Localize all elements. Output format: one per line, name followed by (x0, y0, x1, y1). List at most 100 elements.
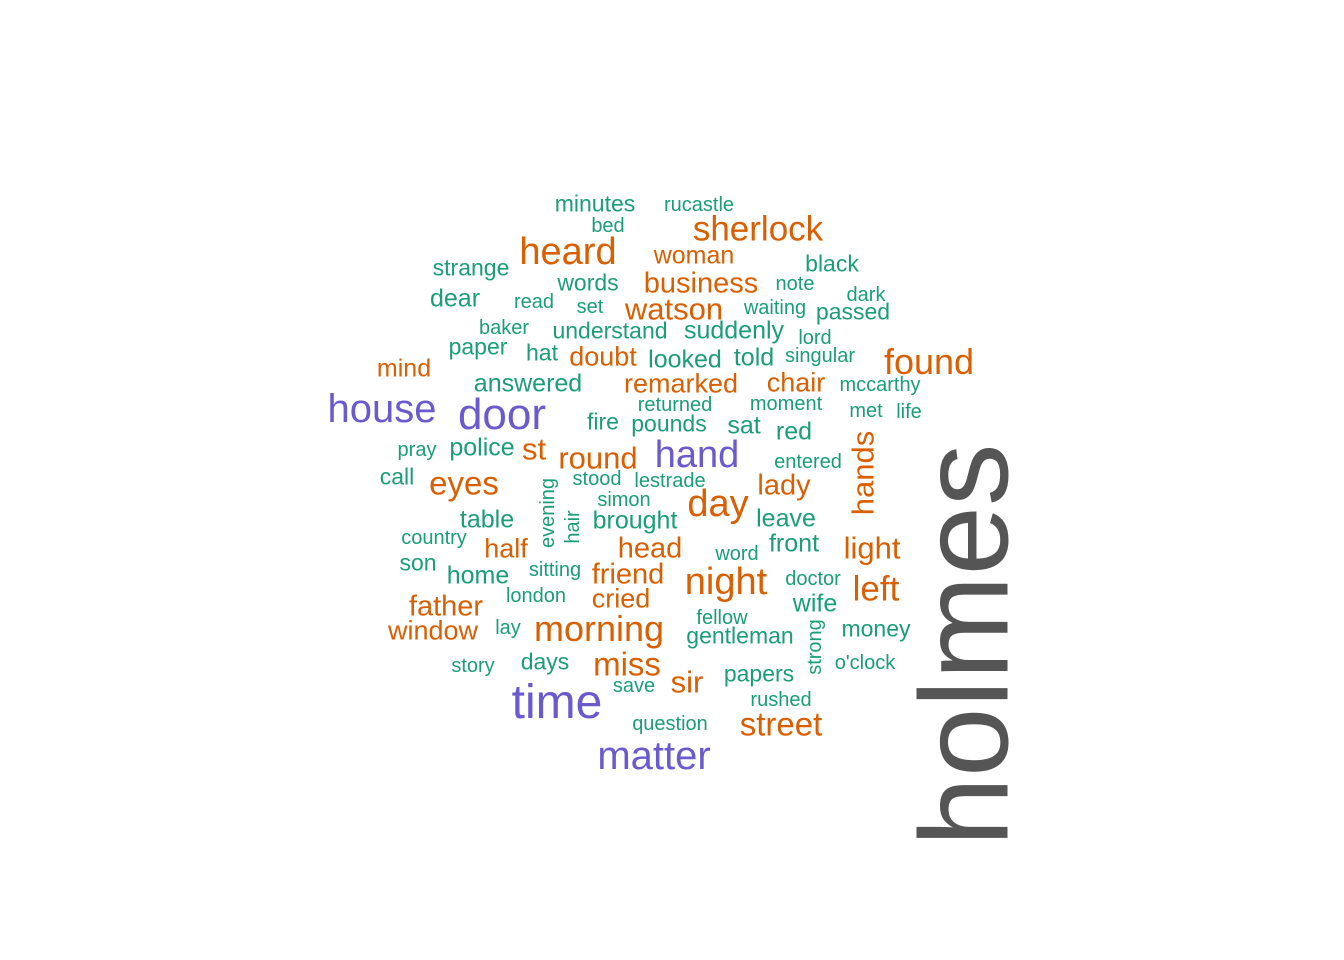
word-remarked: remarked (623, 368, 739, 399)
word-call: call (379, 463, 415, 490)
word-eyes: eyes (429, 464, 499, 502)
word-holmes: holmes (895, 443, 1035, 847)
word-mind: mind (376, 354, 432, 383)
word-papers: papers (723, 660, 795, 687)
word-read: read (513, 291, 555, 313)
word-waiting: waiting (743, 297, 807, 319)
word-chair: chair (766, 367, 826, 398)
word-wife: wife (792, 589, 838, 618)
word-stood: stood (572, 468, 622, 490)
word-fellow: fellow (696, 607, 748, 629)
word-mccarthy: mccarthy (839, 374, 921, 396)
word-london: london (505, 585, 567, 607)
word-passed: passed (815, 298, 891, 325)
word-singular: singular (784, 345, 856, 367)
word-o-clock: o'clock (834, 652, 896, 674)
word-told: told (733, 343, 775, 372)
word-police: police (449, 433, 515, 462)
word-word: word (715, 543, 759, 565)
word-day: day (687, 483, 749, 525)
word-answered: answered (473, 369, 583, 398)
word-entered: entered (774, 451, 842, 473)
word-money: money (841, 615, 911, 642)
word-evening: evening (537, 477, 559, 549)
word-pray: pray (397, 439, 437, 461)
word-suddenly: suddenly (683, 316, 785, 345)
word-home: home (446, 561, 510, 590)
word-leave: leave (756, 504, 816, 533)
word-cried: cried (591, 583, 651, 614)
word-gentleman: gentleman (686, 622, 794, 649)
word-hair: hair (562, 510, 584, 544)
word-moment: moment (749, 393, 823, 415)
word-question: question (632, 713, 708, 735)
word-left: left (852, 569, 900, 609)
word-hat: hat (526, 339, 558, 366)
word-returned: returned (637, 394, 713, 416)
word-head: head (617, 532, 683, 565)
word-pounds: pounds (631, 410, 707, 437)
word-understand: understand (552, 317, 668, 344)
word-fire: fire (587, 408, 619, 435)
word-friend: friend (591, 558, 665, 591)
word-doctor: doctor (785, 568, 841, 590)
word-found: found (883, 341, 975, 382)
word-looked: looked (648, 345, 722, 374)
word-strange: strange (432, 254, 510, 281)
word-window: window (387, 615, 479, 646)
word-lord: lord (798, 327, 832, 349)
word-baker: baker (478, 317, 530, 339)
word-save: save (612, 675, 656, 697)
word-morning: morning (533, 608, 665, 649)
word-hands: hands (845, 430, 881, 516)
word-lady: lady (757, 469, 811, 502)
word-sherlock: sherlock (692, 209, 824, 249)
word-time: time (511, 676, 603, 729)
word-house: house (327, 387, 437, 431)
word-dear: dear (429, 284, 481, 313)
word-matter: matter (597, 734, 711, 778)
word-words: words (557, 269, 619, 296)
word-lay: lay (495, 617, 521, 639)
word-front: front (768, 529, 820, 558)
word-heard: heard (519, 231, 617, 273)
word-simon: simon (597, 489, 651, 511)
word-sat: sat (727, 411, 761, 440)
word-street: street (739, 705, 823, 743)
word-strong: strong (804, 619, 826, 675)
word-red: red (775, 417, 813, 446)
word-days: days (520, 648, 570, 675)
word-hand: hand (654, 434, 740, 476)
word-half: half (484, 533, 528, 564)
word-met: met (849, 400, 883, 422)
word-rushed: rushed (750, 689, 812, 711)
word-doubt: doubt (569, 341, 637, 372)
word-father: father (408, 590, 484, 623)
word-rucastle: rucastle (663, 194, 735, 216)
word-note: note (775, 273, 815, 295)
word-table: table (459, 505, 515, 534)
word-bed: bed (591, 215, 625, 237)
word-miss: miss (593, 645, 661, 683)
word-life: life (896, 401, 922, 423)
word-round: round (558, 440, 638, 476)
word-st: st (521, 431, 547, 467)
word-business: business (643, 267, 759, 300)
word-brought: brought (592, 506, 678, 535)
word-son: son (399, 549, 437, 576)
word-story: story (451, 655, 495, 677)
word-minutes: minutes (554, 190, 636, 217)
word-black: black (805, 250, 859, 277)
word-lestrade: lestrade (634, 470, 706, 492)
word-night: night (684, 561, 768, 603)
word-country: country (401, 527, 467, 549)
word-sir: sir (670, 664, 704, 700)
word-dark: dark (846, 284, 886, 306)
word-set: set (576, 296, 604, 318)
word-watson: watson (624, 291, 724, 327)
word-sitting: sitting (528, 559, 582, 581)
word-paper: paper (448, 333, 508, 360)
word-light: light (843, 530, 901, 566)
word-door: door (457, 390, 547, 439)
